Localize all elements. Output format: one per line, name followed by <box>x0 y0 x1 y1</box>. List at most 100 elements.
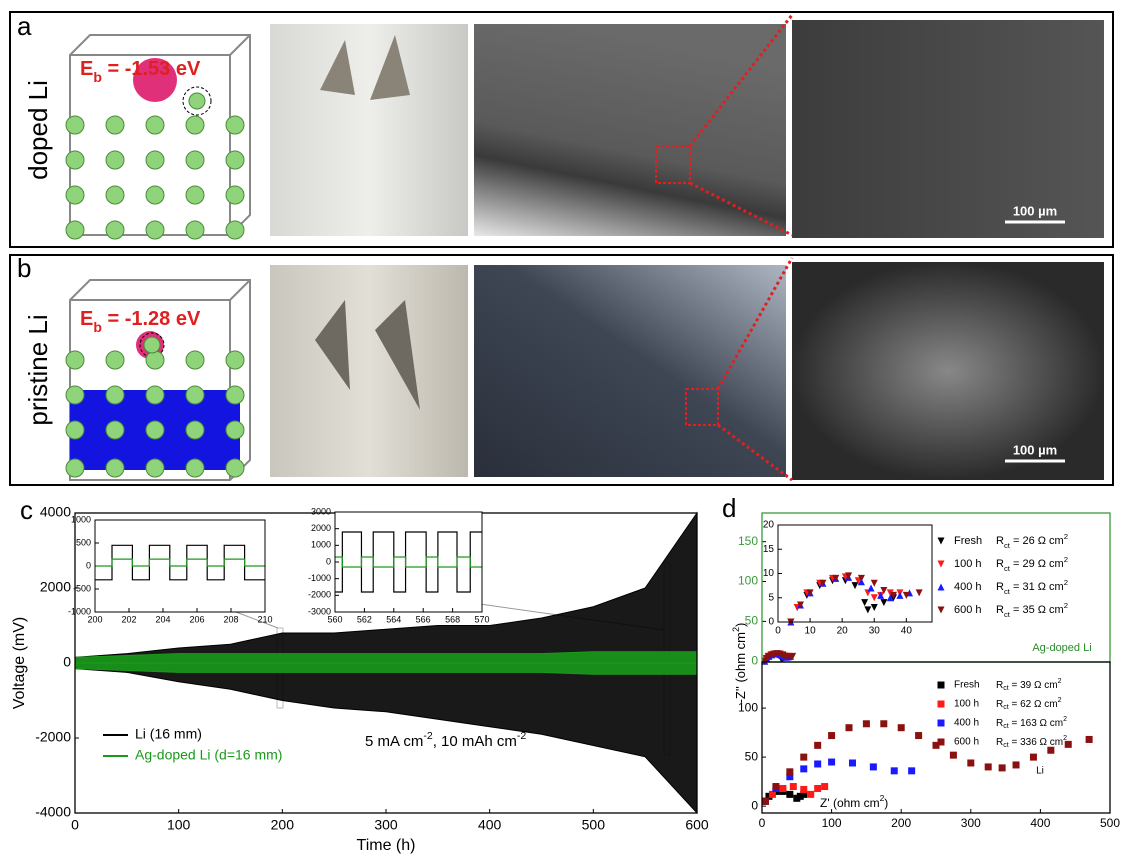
optical-image <box>474 24 786 236</box>
adatom <box>144 337 160 353</box>
marker <box>908 767 915 774</box>
text-part: 2 <box>1058 678 1062 685</box>
x-tick-label: 210 <box>257 614 272 624</box>
atom <box>106 151 124 169</box>
y-tick-label: 0 <box>751 653 758 667</box>
marker <box>786 768 793 775</box>
atom <box>106 186 124 204</box>
text-part: R <box>996 718 1003 729</box>
text-part: = 35 Ω cm <box>1010 604 1064 616</box>
x-tick-label: 0 <box>775 626 781 637</box>
legend-label: Fresh <box>954 680 980 691</box>
marker <box>800 754 807 761</box>
panel-label: c <box>20 495 33 525</box>
text-part: b <box>93 319 102 335</box>
atom <box>66 421 84 439</box>
marker <box>880 720 887 727</box>
legend-label: 100 h <box>954 558 982 570</box>
y-tick-label: 0 <box>63 654 71 670</box>
marker <box>828 732 835 739</box>
text-part: b <box>93 69 102 85</box>
x-tick-label: 562 <box>357 614 372 624</box>
atom <box>226 221 244 239</box>
atom <box>226 186 244 204</box>
side-label: doped Li <box>23 80 53 180</box>
text-part: 2 <box>1064 601 1068 610</box>
text-part: R <box>996 604 1004 616</box>
marker <box>828 759 835 766</box>
legend-rct: Rct = 39 Ω cm2 <box>996 678 1062 692</box>
text-part: = 62 Ω cm <box>1009 699 1058 710</box>
marker <box>762 798 769 805</box>
x-tick-label: 208 <box>223 614 238 624</box>
atom <box>226 421 244 439</box>
y-tick-label: 0 <box>768 617 774 628</box>
y-tick-label: 50 <box>745 749 759 763</box>
marker <box>985 763 992 770</box>
atom <box>146 221 164 239</box>
text-part: , 10 mAh cm <box>433 733 517 750</box>
atom <box>146 386 164 404</box>
marker <box>870 763 877 770</box>
panel-label: d <box>722 493 736 523</box>
x-tick-label: 566 <box>416 614 431 624</box>
annotation: 5 mA cm-2, 10 mAh cm-2 <box>365 730 526 750</box>
text-part: R <box>996 737 1003 748</box>
y-tick-label: 0 <box>751 798 758 812</box>
atom <box>106 459 124 477</box>
marker <box>1086 736 1093 743</box>
sem-image <box>792 262 1104 480</box>
x-tick-label: 300 <box>961 816 981 830</box>
y-tick-label: -4000 <box>35 804 71 820</box>
marker <box>846 724 853 731</box>
legend-rct: Rct = 26 Ω cm2 <box>996 532 1068 550</box>
y-tick-label: 20 <box>763 520 775 531</box>
marker <box>938 739 945 746</box>
y-tick-label: 0 <box>326 556 331 566</box>
y-tick-label: -2000 <box>308 590 331 600</box>
y-tick-label: -1000 <box>68 606 91 616</box>
x-tick-label: 0 <box>759 816 766 830</box>
x-tick-label: 300 <box>374 816 398 832</box>
marker <box>938 561 945 568</box>
text-part: 2 <box>1064 578 1068 587</box>
atom <box>66 186 84 204</box>
x-tick-label: 10 <box>805 626 817 637</box>
text-part: R <box>996 558 1004 570</box>
text-part: R <box>996 699 1003 710</box>
text-part: 2 <box>1064 532 1068 541</box>
text-part: -2 <box>517 730 526 742</box>
atom <box>106 351 124 369</box>
atom <box>186 186 204 204</box>
atom <box>66 116 84 134</box>
x-tick-label: 400 <box>478 816 502 832</box>
marker <box>800 765 807 772</box>
photo <box>270 265 468 477</box>
sem-image <box>792 20 1104 238</box>
marker <box>1047 747 1054 754</box>
atom <box>66 386 84 404</box>
y-tick-label: -3000 <box>308 606 331 616</box>
marker <box>938 584 945 591</box>
y-tick-label: 15 <box>763 544 775 555</box>
atom <box>186 459 204 477</box>
x-tick-label: 600 <box>685 816 709 832</box>
atom <box>186 151 204 169</box>
legend-rct: Rct = 163 Ω cm2 <box>996 716 1067 730</box>
marker <box>938 607 945 614</box>
atom <box>226 459 244 477</box>
text-part: 2 <box>1063 735 1067 742</box>
y-tick-label: 150 <box>738 534 758 548</box>
legend-label: 100 h <box>954 699 979 710</box>
legend-rct: Rct = 62 Ω cm2 <box>996 697 1062 711</box>
atom <box>66 151 84 169</box>
marker <box>938 538 945 545</box>
legend-rct: Rct = 31 Ω cm2 <box>996 578 1068 596</box>
marker <box>915 732 922 739</box>
text-part: R <box>996 535 1004 547</box>
panel-label: b <box>17 253 31 283</box>
text-part: 2 <box>1063 716 1067 723</box>
legend-rct: Rct = 35 Ω cm2 <box>996 601 1068 619</box>
annotation: Ag-doped Li <box>1032 642 1091 654</box>
adatom <box>189 93 205 109</box>
